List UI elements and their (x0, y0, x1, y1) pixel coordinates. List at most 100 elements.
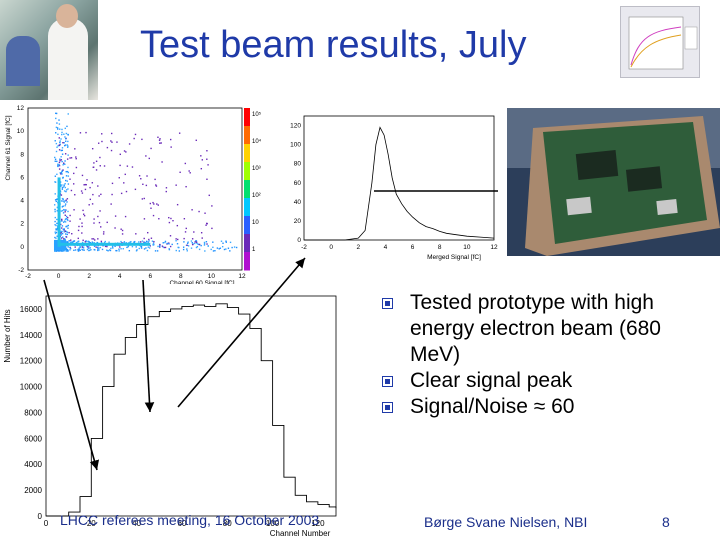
scatter-point (65, 250, 68, 252)
y-tick-label: 8 (20, 151, 24, 158)
scatter-point (61, 232, 64, 235)
scatter-point (55, 250, 58, 252)
scatter-point (67, 145, 69, 147)
scatter-point (186, 244, 188, 246)
scatter-point (196, 245, 199, 248)
scatter-point (67, 134, 69, 136)
scatter-point (225, 240, 227, 242)
scatter-point (78, 248, 80, 251)
merged-signal-chart: -2 0 2 4 6 8 10 12 0 20 40 60 80 100 120 Merged Signal … (282, 112, 498, 266)
x-tick-label: 20 (87, 519, 96, 528)
color-scale-segment (244, 126, 250, 145)
scatter-point (67, 166, 69, 169)
scatter-point (60, 185, 62, 187)
scatter-point (216, 247, 219, 249)
x-tick-label: -2 (301, 244, 307, 251)
scatter-point (198, 210, 200, 213)
scatter-point (156, 203, 158, 205)
scatter-point (136, 249, 138, 251)
scatter-point (63, 220, 66, 222)
scatter-point (98, 247, 100, 249)
scatter-point (175, 249, 177, 252)
x-tick-label: 100 (266, 519, 280, 528)
scatter-point (227, 247, 230, 249)
scatter-point (73, 249, 75, 252)
scatter-point (108, 241, 110, 243)
scatter-point (177, 238, 179, 241)
scatter-point (60, 237, 63, 239)
x-tick-label: -2 (25, 273, 31, 280)
scatter-point (61, 147, 64, 149)
scatter-point (141, 198, 144, 200)
x-tick-label: 8 (179, 273, 183, 280)
scatter-point (65, 170, 67, 173)
scatter-point (187, 245, 190, 247)
scatter-point (159, 246, 161, 248)
scatter-point (61, 230, 63, 233)
scatter-point (81, 225, 83, 228)
scatter-point (63, 231, 65, 233)
scatter-point (64, 160, 66, 162)
scatter-point (61, 133, 63, 136)
scatter-point (211, 227, 213, 230)
scatter-point (63, 144, 66, 147)
scatter-point (59, 160, 61, 162)
scatter-point (100, 242, 103, 244)
scatter-point (61, 160, 63, 163)
scatter-point (104, 245, 107, 248)
scatter-point (64, 183, 66, 185)
x-tick-label: 2 (87, 273, 91, 280)
scatter-point (124, 215, 127, 218)
scatter-point (115, 249, 117, 252)
scatter-point (81, 222, 83, 224)
scatter-point (58, 149, 61, 151)
scatter-point (166, 242, 168, 245)
scatter-point (152, 201, 154, 204)
scatter-point (60, 159, 63, 161)
scatter-point (66, 233, 68, 236)
scatter-point (67, 140, 69, 143)
scatter-point (110, 203, 112, 205)
scatter-point (141, 138, 143, 141)
y-tick-label: 0 (38, 512, 43, 521)
scatter-point (110, 247, 112, 250)
scatter-point (58, 137, 60, 139)
scatter-point (91, 147, 94, 150)
y-axis-title: Number of Hits (3, 309, 12, 362)
scatter-point (153, 203, 155, 205)
scatter-point (70, 239, 72, 241)
scatter-point (57, 145, 59, 147)
bullet-item: Clear signal peak (382, 368, 712, 394)
scatter-point (78, 225, 80, 228)
scatter-point (64, 200, 66, 202)
scatter-point (66, 241, 69, 243)
scatter-point (188, 170, 190, 172)
scatter-point (64, 163, 66, 166)
scatter-point (203, 243, 206, 245)
scatter-point (168, 243, 170, 245)
scatter-point (67, 224, 69, 227)
color-scale-tick: 10⁵ (252, 111, 262, 118)
scatter-point (143, 237, 145, 240)
scatter-point (54, 208, 56, 211)
scatter-point (65, 199, 67, 201)
scatter-point (97, 215, 99, 218)
scatter-point (116, 249, 118, 252)
arrow-3 (177, 257, 306, 408)
bullet-marker-icon (382, 376, 393, 387)
scatter-point (91, 182, 94, 184)
scatter-point (164, 240, 167, 243)
scatter-point (63, 201, 65, 203)
scatter-point (110, 132, 113, 135)
scatter-point (60, 172, 63, 174)
scatter-point (103, 241, 106, 244)
bullet-text: Signal/Noise ≈ 60 (410, 395, 575, 418)
scatter-point (118, 177, 120, 179)
scatter-point (81, 246, 84, 248)
scatter-point (66, 249, 68, 251)
scatter-point (92, 193, 94, 196)
scatter-point (143, 248, 146, 250)
scatter-point (66, 218, 69, 221)
scatter-point (104, 240, 107, 243)
color-scale-segment (244, 180, 250, 199)
